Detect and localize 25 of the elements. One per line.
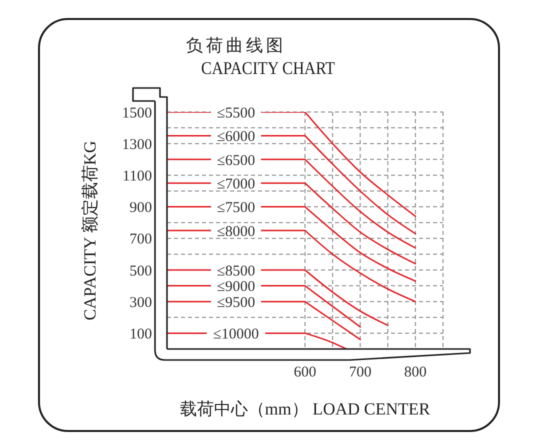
series-label: ≤9000 (216, 279, 256, 296)
y-tick-label: 300 (130, 294, 152, 311)
series-label: ≤7500 (216, 200, 256, 216)
chart-title: 负荷曲线图 (186, 36, 286, 55)
series-label: ≤6000 (216, 129, 256, 146)
y-tick-label: 900 (130, 200, 152, 216)
y-tick-label: 1100 (122, 168, 152, 185)
x-tick-label: 800 (404, 364, 427, 381)
y-tick-label: 1500 (122, 105, 152, 122)
chart-subtitle: CAPACITY CHART (201, 58, 335, 78)
x-tick-label: 600 (294, 364, 316, 381)
y-tick-label: 100 (130, 326, 152, 343)
x-tick-label: 700 (348, 364, 372, 381)
series-label: ≤5500 (216, 105, 256, 122)
y-tick-label: 500 (130, 263, 152, 280)
x-axis-title: 载荷中心（mm） LOAD CENTER (180, 400, 431, 418)
y-tick-label: 700 (130, 232, 152, 248)
series-label: ≤8000 (216, 224, 256, 240)
series-label: ≤8500 (216, 263, 256, 280)
series-label: ≤7000 (216, 176, 256, 192)
series-label: ≤10000 (213, 326, 259, 343)
y-tick-label: 1300 (122, 136, 152, 153)
series-label: ≤9500 (216, 295, 256, 311)
series-label: ≤6500 (216, 152, 256, 169)
y-axis-title: CAPACITY 额定载荷KG (80, 140, 100, 320)
